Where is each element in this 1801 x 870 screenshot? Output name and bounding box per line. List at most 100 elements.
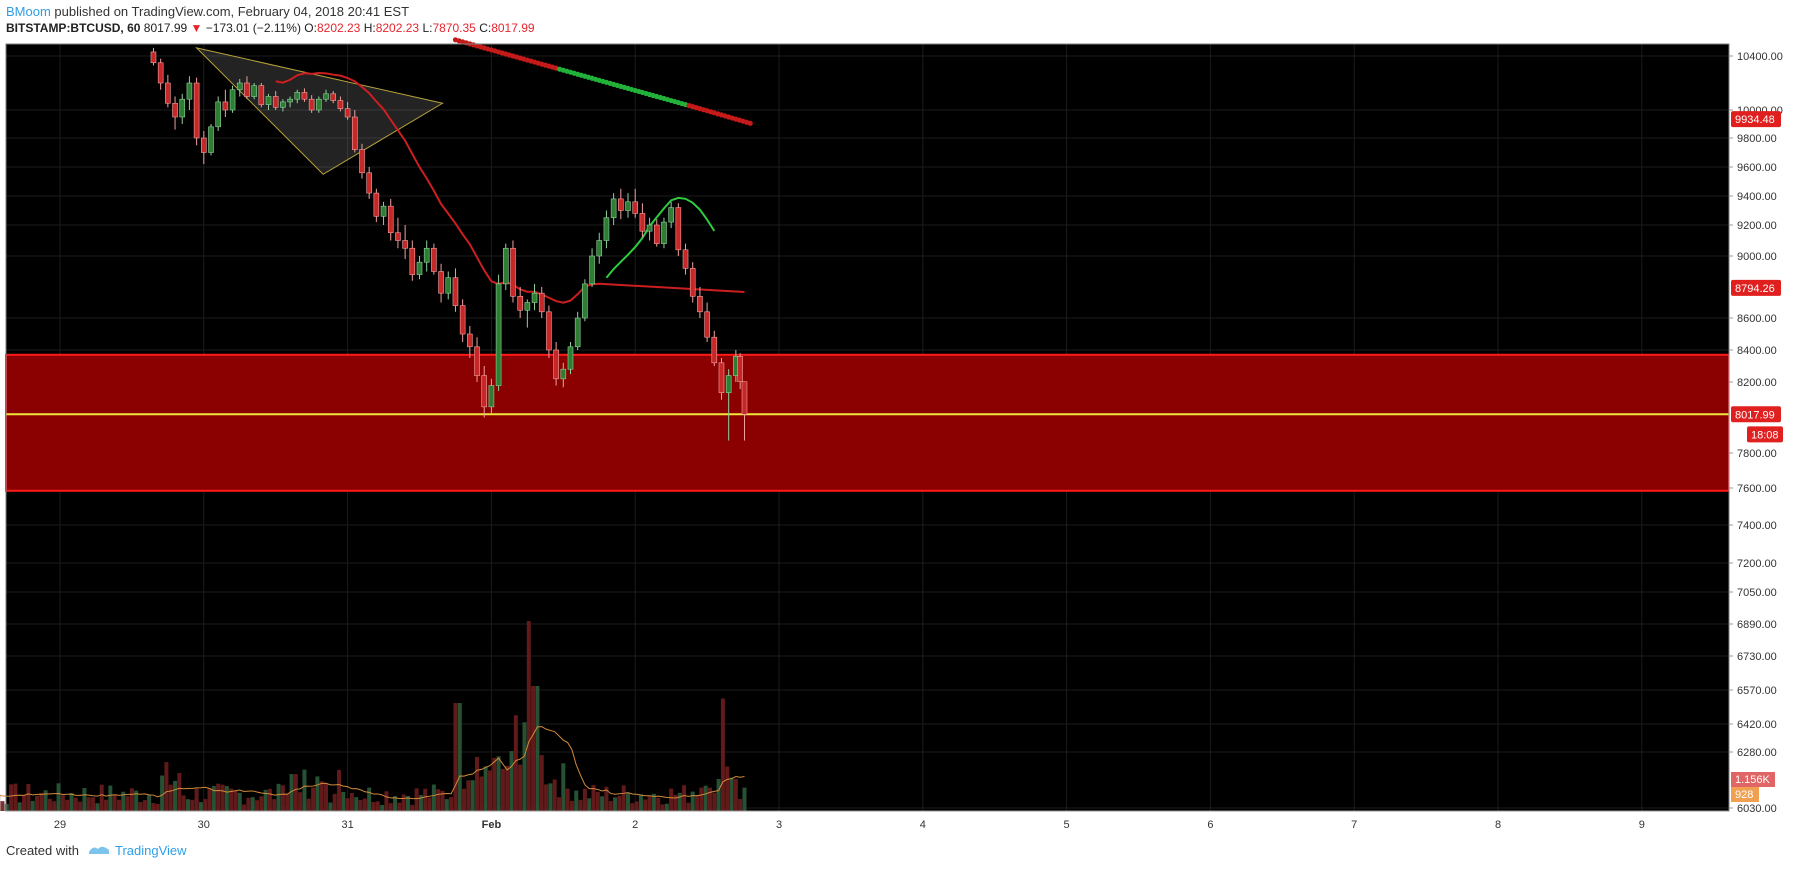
volume-bar bbox=[367, 787, 372, 811]
open-label: O: bbox=[304, 21, 317, 35]
volume-bar bbox=[682, 785, 687, 811]
candle-body bbox=[625, 201, 631, 211]
volume-bar bbox=[526, 621, 531, 811]
volume-bar bbox=[358, 799, 363, 811]
volume-bar bbox=[242, 804, 247, 811]
volume-bar bbox=[427, 797, 432, 811]
candle-body bbox=[560, 368, 567, 380]
candle-body bbox=[553, 349, 559, 380]
volume-bar bbox=[125, 796, 130, 811]
candle-body bbox=[431, 247, 437, 272]
volume-bar bbox=[651, 793, 656, 811]
volume-bar bbox=[561, 763, 566, 811]
author-link[interactable]: BMoom bbox=[6, 4, 51, 19]
candle-body bbox=[718, 362, 725, 393]
volume-bar bbox=[513, 715, 518, 811]
x-tick-label: 5 bbox=[1064, 819, 1070, 831]
volume-bar bbox=[492, 757, 497, 811]
candle-body bbox=[265, 96, 272, 105]
volume-bar bbox=[250, 797, 255, 811]
volume-bar bbox=[104, 799, 109, 811]
volume-bar bbox=[4, 803, 9, 811]
volume-bar bbox=[34, 795, 39, 811]
candle-body bbox=[387, 205, 394, 234]
volume-bar bbox=[414, 788, 419, 811]
volume-bar bbox=[565, 788, 570, 811]
volume-bar bbox=[401, 794, 406, 811]
candle-body bbox=[488, 385, 495, 408]
candle-body bbox=[510, 247, 516, 297]
volume-bar bbox=[336, 769, 341, 811]
y-tick-label: 9200.00 bbox=[1737, 220, 1777, 232]
candle-body bbox=[653, 224, 660, 244]
triangle-pattern bbox=[195, 47, 444, 175]
candle-body bbox=[323, 93, 329, 100]
volume-bar bbox=[479, 776, 484, 811]
candle-body bbox=[222, 101, 229, 111]
price-tag-box bbox=[1747, 426, 1783, 443]
price-tag-label: 8794.26 bbox=[1735, 283, 1775, 295]
candle-body bbox=[459, 305, 466, 335]
candle-body bbox=[567, 346, 574, 370]
y-tick-label: 6730.00 bbox=[1737, 651, 1777, 663]
low-value: 7870.35 bbox=[432, 21, 476, 35]
close-label: C: bbox=[479, 21, 492, 35]
price-tag-label: 18:08 bbox=[1751, 429, 1779, 441]
x-tick-label: 8 bbox=[1495, 819, 1501, 831]
time-axis-background bbox=[6, 811, 1729, 833]
candle-body bbox=[337, 100, 344, 109]
candle-body bbox=[646, 224, 653, 232]
volume-bar bbox=[26, 783, 31, 811]
candle-body bbox=[251, 85, 257, 97]
y-tick-label: 7400.00 bbox=[1737, 520, 1777, 532]
volume-bar bbox=[595, 791, 600, 811]
volume-bar bbox=[306, 798, 311, 811]
candle-body bbox=[179, 98, 186, 118]
volume-bar bbox=[699, 787, 704, 811]
volume-bar bbox=[630, 803, 635, 811]
volume-bar bbox=[233, 790, 238, 811]
candle-body bbox=[165, 82, 171, 104]
volume-bar bbox=[298, 792, 303, 811]
ma-dot bbox=[747, 120, 753, 126]
volume-bar bbox=[725, 766, 730, 811]
candle-body bbox=[272, 96, 279, 108]
last-price: 8017.99 bbox=[143, 21, 188, 35]
volume-bar bbox=[695, 795, 700, 811]
volume-bar bbox=[677, 792, 682, 811]
volume-bar bbox=[259, 796, 264, 811]
publish-line: BMoom published on TradingView.com, Febr… bbox=[6, 4, 409, 19]
volume-bar bbox=[509, 751, 514, 811]
volume-bar bbox=[686, 802, 691, 811]
footer: Created with TradingView bbox=[6, 843, 187, 858]
candle-body bbox=[344, 108, 351, 118]
tradingview-link[interactable]: TradingView bbox=[114, 843, 187, 858]
volume-bar bbox=[39, 792, 44, 811]
candle-body bbox=[668, 207, 674, 223]
volume-bar bbox=[354, 797, 359, 811]
open-value: 8202.23 bbox=[316, 21, 361, 35]
candle-body bbox=[737, 356, 743, 382]
volume-bar bbox=[168, 784, 173, 811]
volume-bar bbox=[397, 802, 402, 811]
volume-bar bbox=[569, 800, 574, 811]
candle-body bbox=[395, 232, 401, 241]
volume-bar bbox=[600, 796, 605, 811]
volume-bar bbox=[22, 795, 27, 811]
x-tick-label: 4 bbox=[920, 819, 926, 831]
candle-body bbox=[172, 102, 178, 118]
volume-bar bbox=[324, 783, 329, 811]
volume-bar bbox=[224, 786, 229, 811]
price-change: −173.01 (−2.11%) bbox=[205, 21, 301, 35]
volume-bar bbox=[134, 790, 139, 811]
candle-body bbox=[481, 375, 488, 408]
volume-bar bbox=[190, 799, 195, 811]
volume-bar bbox=[444, 799, 449, 811]
volume-bar bbox=[522, 722, 527, 811]
candle-body bbox=[589, 255, 595, 285]
volume-bar bbox=[556, 797, 561, 811]
candle-body bbox=[445, 277, 452, 294]
candle-body bbox=[711, 336, 718, 364]
candle-body bbox=[502, 247, 509, 285]
